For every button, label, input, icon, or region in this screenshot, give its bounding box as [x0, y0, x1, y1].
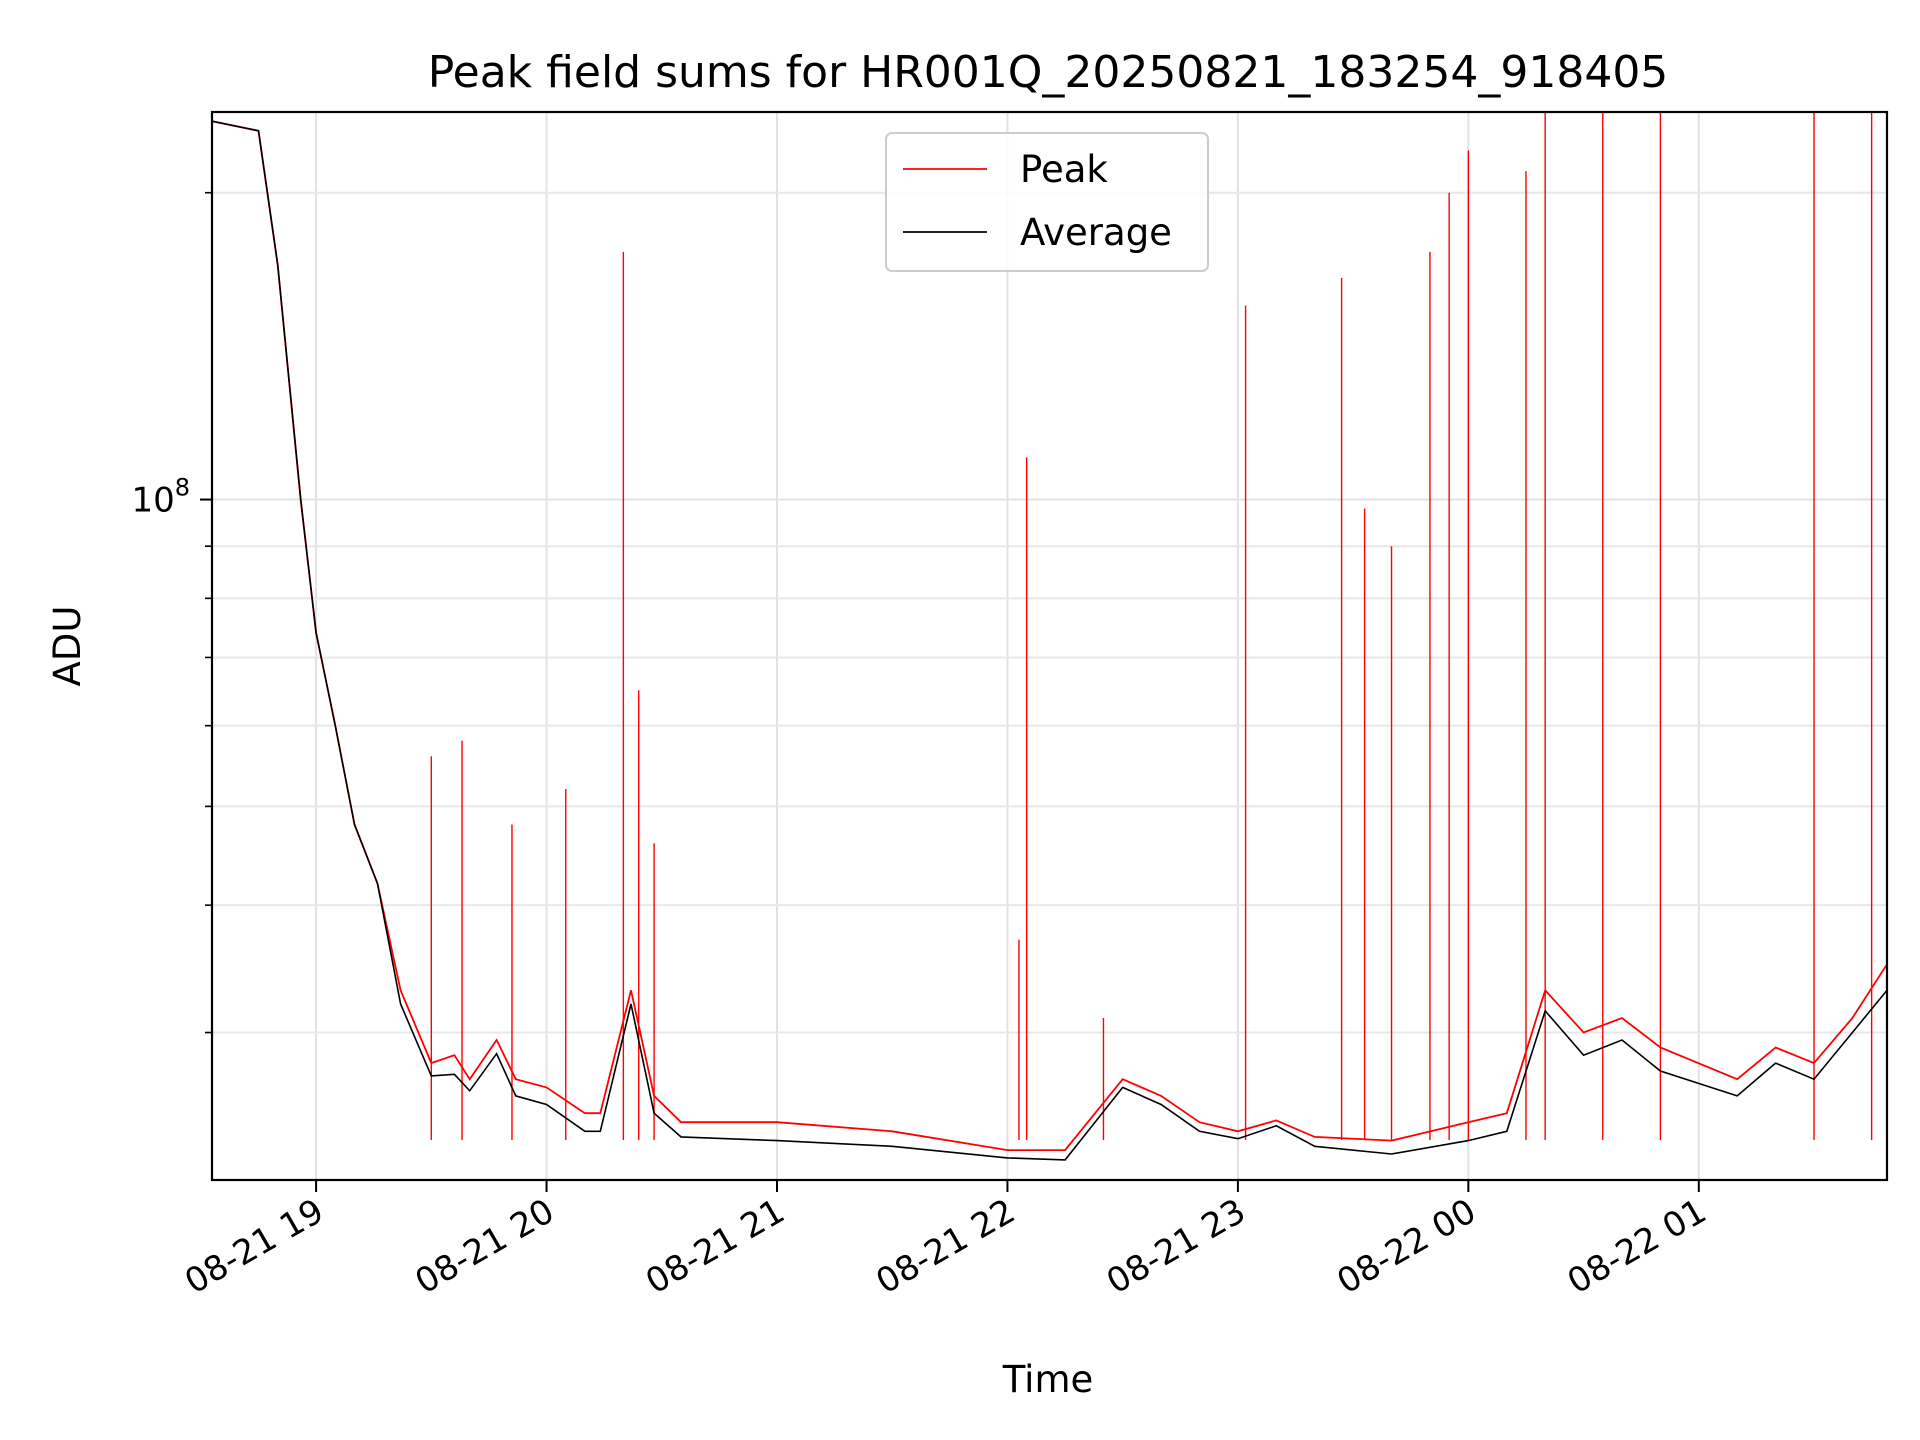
legend-box [885, 132, 1209, 272]
chart-title: Peak field sums for HR001Q_20250821_1832… [428, 47, 1669, 98]
plot-series [212, 112, 1888, 1161]
series-line-average [212, 120, 1888, 1161]
x-axis-label: Time [1002, 1358, 1094, 1401]
legend-label-peak: Peak [1020, 148, 1108, 191]
grid [212, 112, 1887, 1180]
legend-label-average: Average [1020, 211, 1172, 254]
plot-frame [210, 110, 1889, 1182]
legend: Peak Average [885, 132, 1209, 272]
y-axis-label: ADU [46, 606, 89, 687]
